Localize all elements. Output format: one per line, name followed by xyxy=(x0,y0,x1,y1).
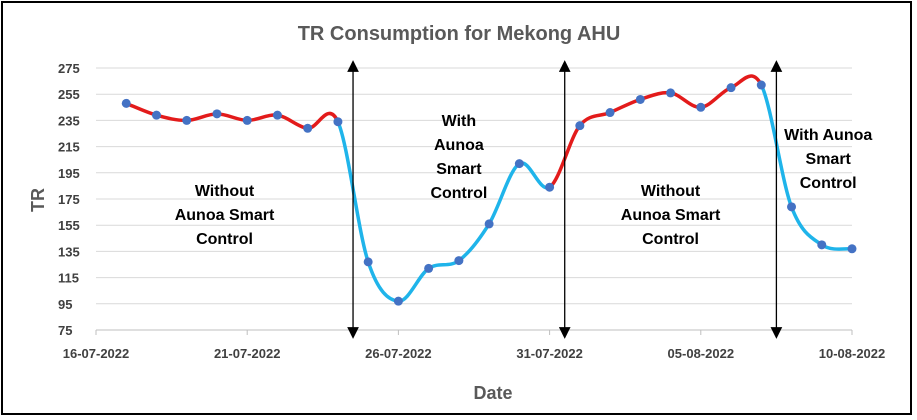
data-point xyxy=(756,80,766,90)
y-tick-labels: 75 95 115 135 155 175 195 215 235 255 275 xyxy=(58,61,80,338)
data-point xyxy=(121,98,131,108)
x-tick-label: 21-07-2022 xyxy=(214,346,281,361)
y-tick-label: 255 xyxy=(58,87,80,102)
data-point xyxy=(514,159,524,169)
y-tick-label: 195 xyxy=(58,166,80,181)
series-segment xyxy=(547,74,764,189)
y-axis-title: TR xyxy=(28,188,48,212)
data-point xyxy=(454,256,464,266)
data-point xyxy=(242,115,252,125)
y-tick-label: 235 xyxy=(58,113,80,128)
y-tick-label: 95 xyxy=(58,297,72,312)
data-point xyxy=(363,257,373,267)
y-tick-label: 75 xyxy=(58,323,72,338)
data-point xyxy=(605,108,615,118)
data-point xyxy=(212,109,222,119)
x-tick-label: 16-07-2022 xyxy=(63,346,130,361)
data-point xyxy=(393,296,403,306)
y-tick-label: 155 xyxy=(58,218,80,233)
data-point xyxy=(151,110,161,120)
x-axis-title: Date xyxy=(473,383,512,403)
phase-annotation: With Aunoa Smart Control xyxy=(430,113,487,202)
x-tick-label: 26-07-2022 xyxy=(365,346,432,361)
chart-frame xyxy=(1,1,912,415)
y-tick-label: 175 xyxy=(58,192,80,207)
phase-annotation: Without Aunoa Smart Control xyxy=(621,183,721,248)
y-tick-label: 135 xyxy=(58,244,80,259)
x-tick-label: 05-08-2022 xyxy=(668,346,735,361)
y-tick-label: 275 xyxy=(58,61,80,76)
x-tick-labels: 16-07-2022 21-07-2022 26-07-2022 31-07-2022… xyxy=(63,330,886,361)
y-tick-label: 215 xyxy=(58,140,80,155)
series-segment xyxy=(336,119,552,303)
data-point xyxy=(696,102,706,112)
data-point xyxy=(635,94,645,104)
data-point xyxy=(303,123,313,133)
phase-divider-arrows xyxy=(347,60,783,339)
data-point xyxy=(575,121,585,131)
y-tick-label: 115 xyxy=(58,271,79,286)
data-point xyxy=(424,263,434,273)
data-point xyxy=(817,240,827,250)
data-point xyxy=(272,110,282,120)
data-point xyxy=(182,115,192,125)
data-point xyxy=(726,83,736,93)
phase-annotations: Without Aunoa Smart Control With Aunoa Smart C… xyxy=(175,113,873,248)
data-point xyxy=(666,88,676,98)
data-point xyxy=(847,244,857,254)
x-tick-label: 31-07-2022 xyxy=(516,346,583,361)
data-point xyxy=(545,182,555,192)
gridlines xyxy=(96,67,852,331)
x-tick-label: 10-08-2022 xyxy=(819,346,886,361)
data-point xyxy=(333,117,343,127)
data-point xyxy=(484,219,494,229)
phase-annotation: Without Aunoa Smart Control xyxy=(175,183,275,248)
chart-title: TR Consumption for Mekong AHU xyxy=(298,23,621,45)
phase-annotation: With Aunoa Smart Control xyxy=(784,127,872,192)
data-point xyxy=(787,202,797,212)
data-markers xyxy=(121,80,857,306)
